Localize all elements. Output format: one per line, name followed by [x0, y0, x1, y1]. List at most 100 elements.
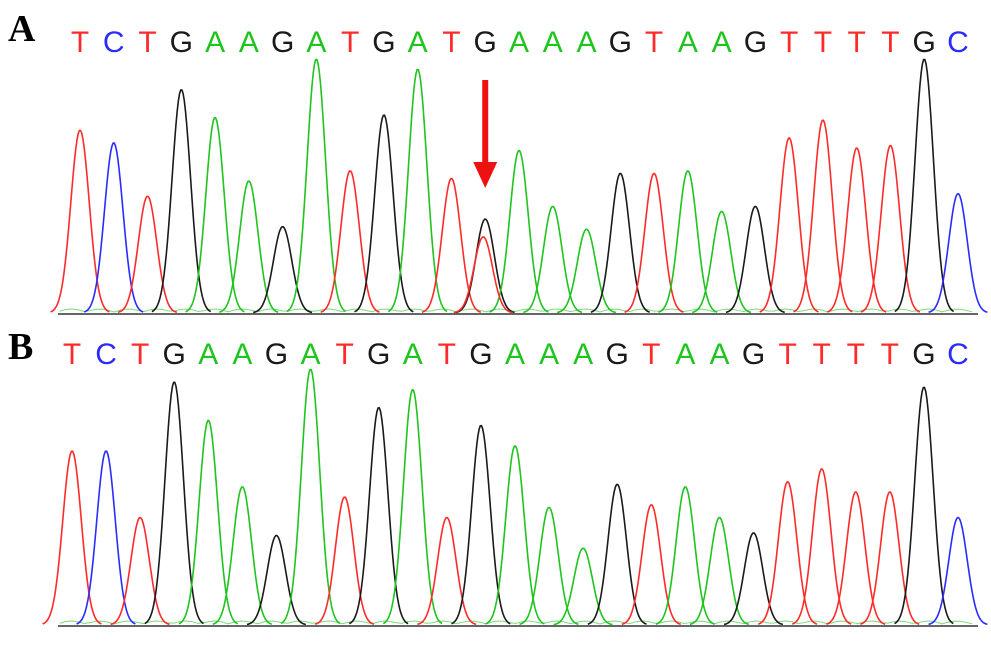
peak-9-T	[314, 496, 375, 625]
base-call-12: T	[438, 338, 456, 371]
base-call-27: C	[947, 26, 969, 59]
base-call-23: T	[813, 338, 831, 371]
base-call-1: T	[71, 26, 89, 59]
peak-1-T	[50, 129, 110, 313]
peak-20-A	[692, 210, 752, 314]
base-call-5: A	[205, 26, 225, 59]
peak-5-A	[185, 117, 245, 313]
peak-22-T	[757, 481, 818, 625]
base-call-4: G	[163, 338, 186, 371]
peak-7-G	[253, 226, 313, 314]
panel-label-a: A	[8, 8, 36, 50]
peak-4-G	[144, 381, 205, 625]
peak-25-T	[860, 144, 921, 313]
baseline-noise	[59, 620, 973, 625]
peak-6-A	[212, 486, 273, 625]
peak-18-T	[624, 172, 684, 313]
base-call-12: T	[442, 26, 460, 59]
base-call-15: A	[539, 338, 559, 371]
base-call-24: T	[848, 26, 866, 59]
base-call-17: G	[609, 26, 632, 59]
base-call-8: A	[306, 26, 326, 59]
base-call-21: G	[742, 338, 765, 371]
base-call-26: G	[912, 338, 935, 371]
peak-3-T	[117, 195, 178, 314]
base-call-13: G	[469, 338, 492, 371]
peak-17-G	[587, 483, 647, 625]
base-call-22: T	[778, 338, 796, 371]
peak-10-G	[348, 407, 409, 625]
peak-22-T	[759, 137, 819, 313]
peak-15-A	[523, 205, 583, 314]
peak-3-T	[110, 516, 170, 626]
peak-11-A	[382, 389, 443, 625]
peak-20-A	[689, 516, 749, 626]
base-call-15: A	[543, 26, 563, 59]
base-call-18: T	[645, 26, 663, 59]
peak-8-A	[286, 58, 347, 313]
base-call-24: T	[847, 338, 865, 371]
peak-1-T	[42, 450, 102, 625]
base-call-6: A	[232, 338, 252, 371]
peak-24-T	[826, 491, 886, 625]
peak-21-G	[725, 205, 785, 314]
peak-4-G	[151, 89, 212, 313]
peak-19-A	[655, 486, 716, 625]
base-call-26: G	[913, 26, 936, 59]
peak-23-T	[791, 468, 852, 625]
peak-12-T	[421, 177, 482, 313]
secondary-peak-1	[453, 236, 513, 314]
base-call-6: A	[239, 26, 259, 59]
peak-14-A	[485, 445, 545, 625]
base-call-9: T	[341, 26, 359, 59]
base-call-16: A	[573, 338, 593, 371]
peak-17-G	[590, 172, 650, 313]
panel-label-b: B	[8, 326, 34, 368]
peak-26-G	[894, 386, 954, 625]
peak-2-C	[76, 450, 136, 625]
base-call-7: G	[265, 338, 288, 371]
base-call-2: C	[95, 338, 117, 371]
base-call-25: T	[881, 26, 899, 59]
base-call-7: G	[271, 26, 294, 59]
base-call-19: A	[678, 26, 698, 59]
peak-5-A	[178, 419, 239, 625]
base-call-4: G	[170, 26, 193, 59]
peak-7-G	[246, 534, 306, 626]
base-call-1: T	[63, 338, 81, 371]
base-call-14: A	[505, 338, 525, 371]
peak-12-T	[417, 516, 477, 626]
base-call-9: T	[335, 338, 353, 371]
peak-24-T	[826, 147, 887, 313]
base-call-21: G	[744, 26, 767, 59]
peak-16-A	[556, 228, 617, 314]
base-call-23: T	[814, 26, 832, 59]
baseline-noise	[59, 308, 973, 313]
base-call-17: G	[606, 338, 629, 371]
base-call-27: C	[947, 338, 969, 371]
base-call-16: A	[577, 26, 597, 59]
base-call-8: A	[301, 338, 321, 371]
peak-18-T	[621, 504, 681, 626]
peak-6-A	[219, 180, 279, 313]
peak-27-C	[928, 516, 988, 626]
peak-15-A	[519, 506, 579, 626]
base-call-20: A	[712, 26, 732, 59]
peak-13-G	[455, 218, 515, 314]
base-call-10: G	[367, 338, 390, 371]
base-call-3: T	[131, 338, 149, 371]
base-call-19: A	[675, 338, 695, 371]
base-call-20: A	[709, 338, 729, 371]
base-call-11: A	[408, 26, 428, 59]
base-call-11: A	[403, 338, 423, 371]
mutation-arrow	[473, 80, 498, 188]
peak-9-T	[320, 170, 380, 313]
peak-27-C	[928, 193, 988, 314]
base-call-10: G	[372, 26, 395, 59]
base-call-22: T	[780, 26, 798, 59]
peak-14-A	[489, 149, 549, 313]
base-call-13: G	[474, 26, 497, 59]
